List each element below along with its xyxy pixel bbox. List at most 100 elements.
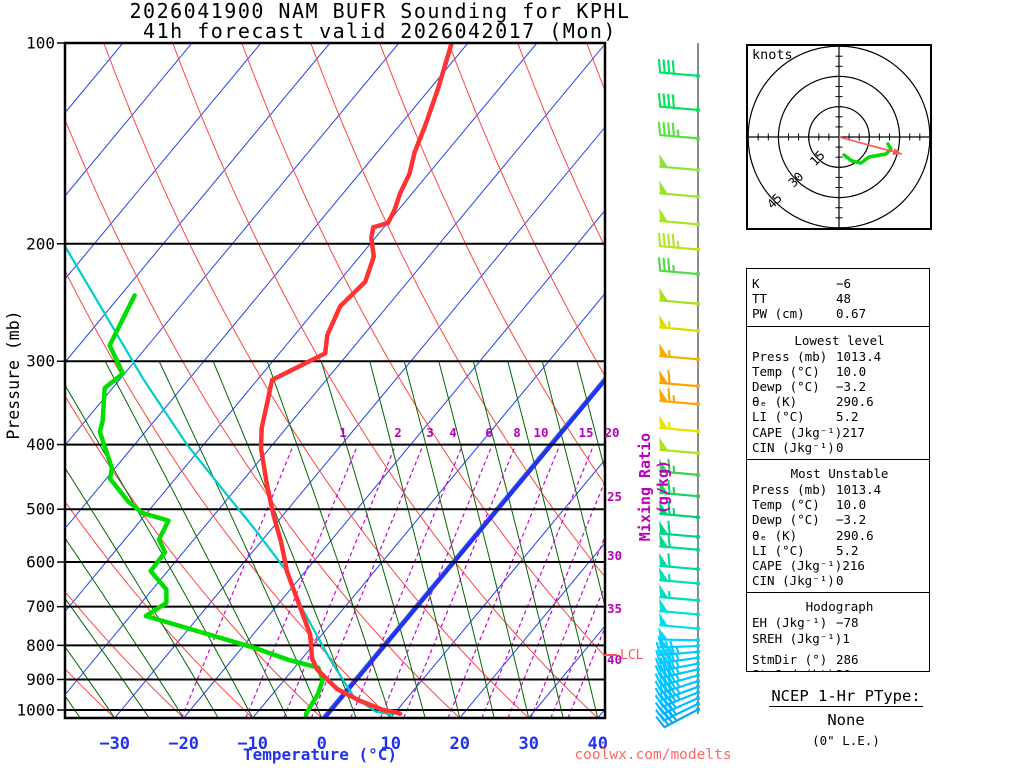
dry-adiabat-line <box>448 43 605 377</box>
barb-pennant <box>659 414 669 429</box>
mixing-ratio-line <box>447 444 561 718</box>
barb-shaft <box>659 105 700 112</box>
dry-adiabat-line <box>65 269 392 718</box>
indices-row-value: −3.2 <box>836 512 867 528</box>
barb-full-feather <box>667 388 671 402</box>
barb-half-feather <box>672 395 676 403</box>
mixing-ratio-line <box>507 479 605 718</box>
plot-border <box>63 41 607 720</box>
pressure-tick-label: 700 <box>26 597 55 616</box>
barb-full-feather <box>655 715 666 728</box>
indices-row-value: 5.2 <box>836 542 859 558</box>
wind-barb <box>659 343 700 362</box>
indices-row: Temp (°C) 10.0 <box>752 364 927 379</box>
indices-section-header: Most Unstable <box>790 466 889 482</box>
pressure-tick-label: 600 <box>26 553 55 572</box>
mixing-ratio-label-right: 30 <box>607 548 622 563</box>
barb-full-feather <box>663 670 672 684</box>
indices-row-label: CIN (Jkg⁻¹) <box>752 573 835 589</box>
moist-adiabat-line <box>369 360 461 718</box>
barb-base-dot <box>696 108 700 112</box>
skewt-background-grid <box>65 43 605 718</box>
dry-adiabat-line <box>241 43 605 657</box>
indices-row: CAPE (Jkg⁻¹) 217 <box>752 425 927 440</box>
indices-section-lowest-level: Lowest level Press (mb) 1013.4 Temp (°C) 10.… <box>747 325 929 459</box>
indices-row-label: LI (°C) <box>752 409 805 425</box>
indices-row-value: 10.0 <box>836 363 867 379</box>
indices-row: EH (Jkg⁻¹) −78 <box>752 615 927 630</box>
mixing-ratio-line <box>530 535 605 718</box>
barb-full-feather <box>667 682 677 696</box>
mixing-ratio-label-top: 2 <box>394 425 402 440</box>
hodograph-ring-label: 30 <box>785 169 806 190</box>
indices-row-label: θₑ (K) <box>752 394 798 410</box>
pressure-axis-label: Pressure (mb) <box>4 310 23 440</box>
moist-adiabat-line <box>65 537 185 718</box>
wind-barb <box>659 436 700 455</box>
chart-title-line1: 2026041900 NAM BUFR Sounding for KPHL <box>129 0 631 23</box>
indices-table: K −6 TT 48 PW (cm) 0.67 Lowest level Press (mb)… <box>746 268 930 672</box>
barb-pennant <box>659 520 669 535</box>
wind-barb <box>659 612 700 631</box>
indices-row-label: CIN (Jkg⁻¹) <box>752 439 835 455</box>
dry-adiabat-line <box>103 43 530 718</box>
barb-base-dot <box>696 136 700 141</box>
indices-row-label: StmDir (°) <box>752 651 828 667</box>
indices-row-value: 48 <box>836 291 852 307</box>
barb-full-feather <box>667 370 671 384</box>
barb-half-feather <box>672 508 676 516</box>
barb-base-dot <box>696 494 700 498</box>
indices-row-value: 0.67 <box>836 306 867 322</box>
indices-row-label: StmSpd (kt) <box>752 667 836 671</box>
barb-full-feather <box>667 458 671 473</box>
barb-shaft <box>659 165 700 172</box>
mixing-ratio-label-top: 1 <box>339 425 347 440</box>
wind-barb <box>659 153 700 172</box>
barb-half-feather <box>675 693 681 701</box>
wind-barb <box>659 567 700 586</box>
indices-row-label: CAPE (Jkg⁻¹) <box>752 558 843 574</box>
indices-row-value: 10.0 <box>836 497 867 513</box>
barb-pennant <box>657 626 669 640</box>
barb-pennant <box>659 479 669 494</box>
barb-full-feather <box>667 122 671 136</box>
barb-pennant <box>659 598 669 612</box>
barb-full-feather <box>660 641 666 655</box>
barb-full-feather <box>663 711 674 724</box>
moist-adiabat-line <box>65 466 219 718</box>
watermark-link[interactable]: coolwx.com/modelts <box>574 747 732 763</box>
isotherm-line <box>459 542 605 718</box>
pressure-tick-label: 800 <box>26 636 55 655</box>
barb-half-feather <box>667 421 671 429</box>
pressure-tick-label: 400 <box>26 435 55 454</box>
barb-full-feather <box>667 669 676 683</box>
barb-full-feather <box>657 93 662 107</box>
barb-full-feather <box>659 664 667 678</box>
isotherm-line <box>321 375 605 718</box>
temperature-axis-label: Temperature (°C) <box>242 745 398 764</box>
barb-full-feather <box>669 640 675 655</box>
indices-row: StmDir (°) 286 <box>752 652 927 667</box>
barb-shaft <box>659 133 700 140</box>
barb-base-dot <box>696 357 700 362</box>
hodograph-range-ring <box>808 106 870 168</box>
indices-row-label: Temp (°C) <box>752 363 820 379</box>
chart-title: 2026041900 NAM BUFR Sounding for KPHL 41… <box>80 1 680 41</box>
dewpoint-trace <box>97 293 325 718</box>
barb-pennant <box>659 369 669 384</box>
indices-row-value: 290.6 <box>836 394 874 410</box>
mixing-ratio-line <box>283 444 397 718</box>
indices-row-value: 216 <box>842 558 865 574</box>
barb-full-feather <box>667 676 676 690</box>
isotherm-line <box>183 209 605 718</box>
barb-base-dot <box>696 644 700 648</box>
barb-base-dot <box>696 684 700 689</box>
ptype-panel: NCEP 1-Hr PType: None (0" L.E.) <box>740 686 952 748</box>
barb-pennant <box>659 387 669 402</box>
mixing-ratio-label-right: 35 <box>607 601 622 616</box>
barb-full-feather <box>657 232 662 247</box>
barb-full-feather <box>667 93 671 108</box>
moist-adiabat-line <box>438 360 530 718</box>
barb-base-dot <box>696 707 700 712</box>
